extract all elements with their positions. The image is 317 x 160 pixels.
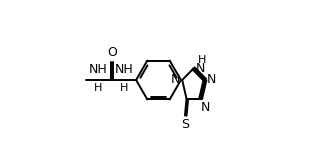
Text: N: N (171, 73, 180, 86)
Text: N: N (207, 73, 216, 86)
Text: H: H (94, 83, 102, 93)
Text: NH: NH (115, 64, 133, 76)
Text: S: S (181, 118, 189, 131)
Text: H: H (198, 55, 206, 65)
Text: H: H (120, 83, 128, 93)
Text: O: O (107, 46, 117, 59)
Text: NH: NH (88, 64, 107, 76)
Text: N: N (201, 101, 210, 114)
Text: N: N (196, 62, 205, 75)
